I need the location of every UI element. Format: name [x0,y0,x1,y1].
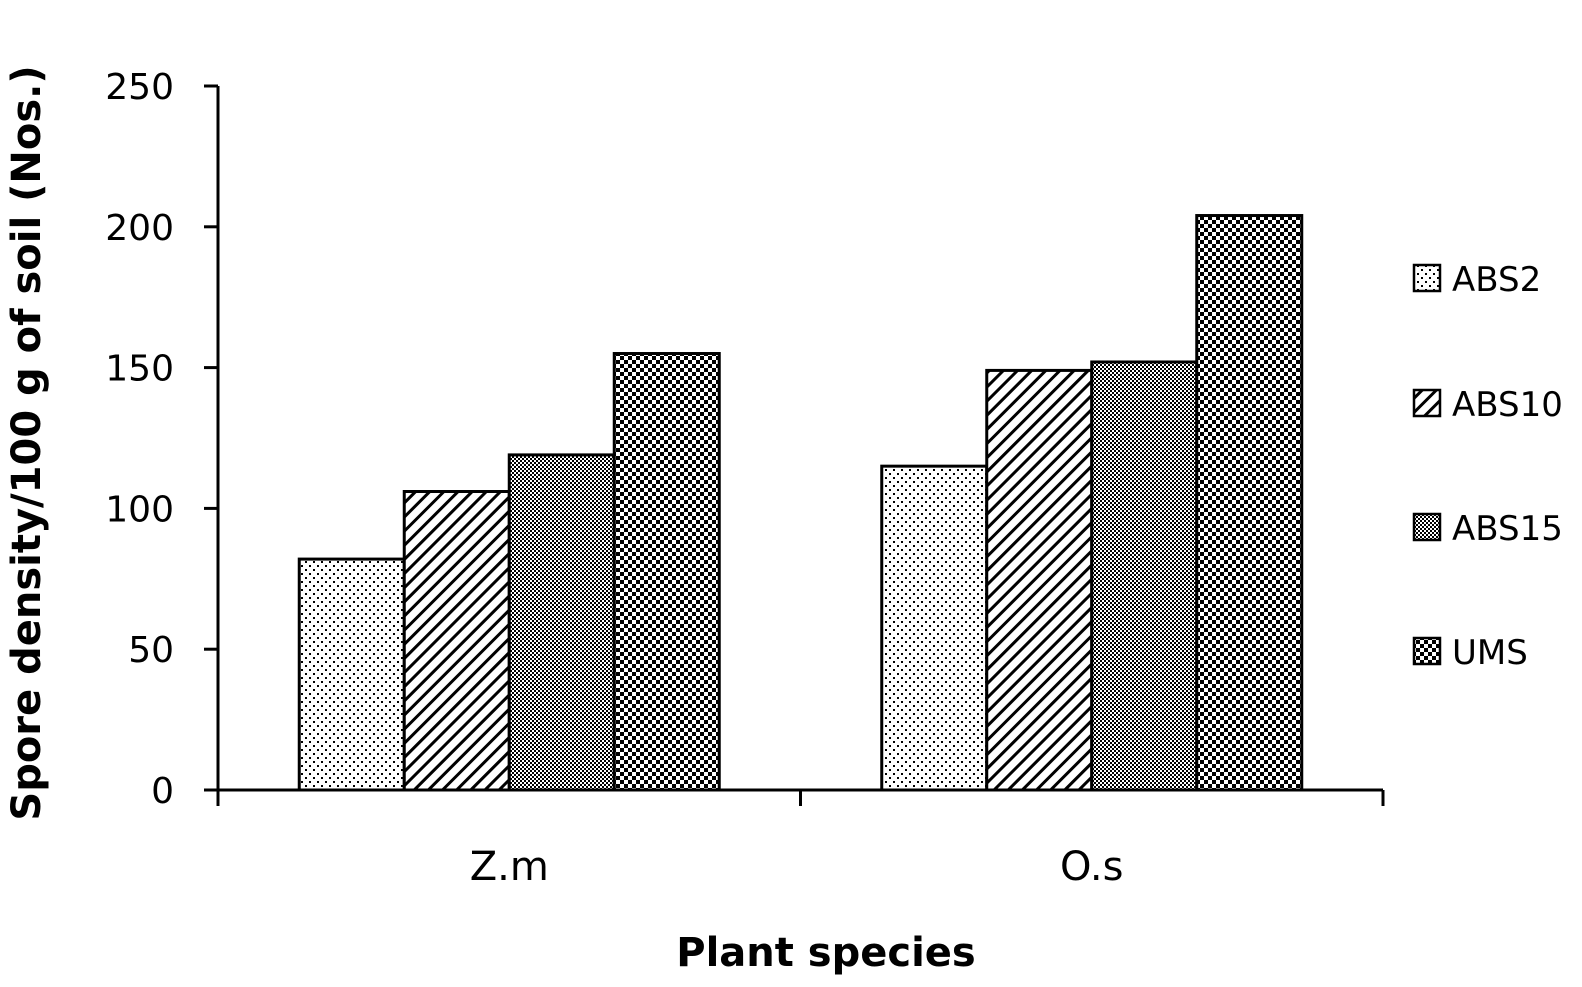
bar-abs10-0 [402,490,511,792]
legend-label-abs2: ABS2 [1452,260,1541,300]
legend-label-abs15: ABS15 [1452,509,1563,549]
legend-swatch-abs10 [1412,388,1442,418]
y-tick-label: 100 [105,489,174,530]
x-category-label: O.s [1060,844,1123,890]
legend-swatch-ums [1412,636,1442,666]
bar-abs2-1 [880,464,989,792]
bar-abs2-0 [297,557,406,792]
y-tick-label: 0 [151,771,174,812]
x-ticks [216,790,1385,806]
y-axis-title: Spore density/100 g of soil (Nos.) [4,65,50,820]
category-labels: Z.m O.s [470,844,1124,890]
legend-swatch-abs2 [1412,263,1442,293]
y-tick-label: 150 [105,349,174,390]
x-category-label: Z.m [470,844,549,890]
legend-label-abs10: ABS10 [1452,385,1563,425]
y-ticks: 0 50 100 150 200 250 [105,67,218,812]
x-axis-title: Plant species [676,930,975,976]
legend-label-ums: UMS [1452,633,1528,673]
legend-swatch-abs15 [1412,512,1442,542]
bar-ums-1 [1195,214,1304,792]
bar-abs10-1 [985,368,1094,792]
legend: ABS2 ABS10 ABS15 UMS [1412,260,1563,673]
bars-group [297,214,1304,792]
y-tick-label: 200 [105,208,174,249]
bar-ums-0 [612,352,721,792]
bar-abs15-1 [1090,360,1199,792]
bar-abs15-0 [507,453,616,792]
y-tick-label: 50 [128,630,174,671]
y-tick-label: 250 [105,67,174,108]
